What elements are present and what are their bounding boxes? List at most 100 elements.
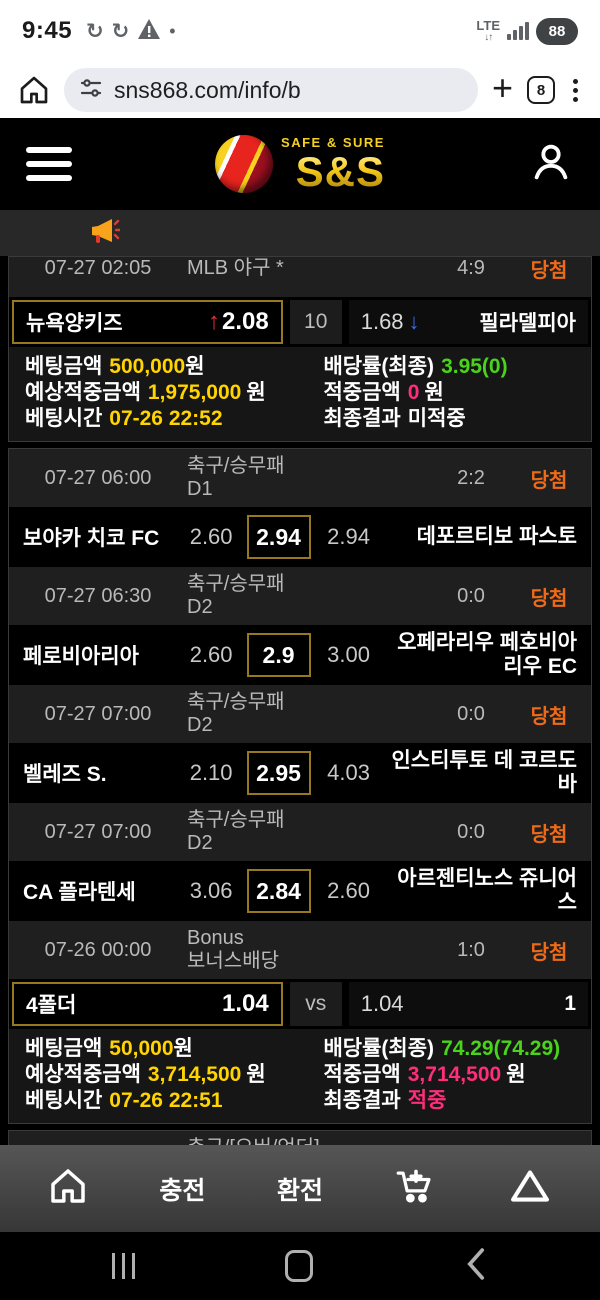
away-odds: 2.94 [327, 524, 370, 549]
match-row: 페로비아리아 2.60 2.9 3.00 오페라리우 페호비아리우 EC [9, 625, 591, 685]
game-schedule-row: 07-27 02:05 MLB 야구 * 4:9 당첨 [9, 257, 591, 297]
win-amount-value: 0 [407, 381, 420, 404]
bet-amount-value: 50,000 [109, 1037, 174, 1060]
bonus-schedule-row: 07-26 00:00 Bonus 보너스배당 1:0 당첨 [9, 921, 591, 979]
recent-apps-icon[interactable] [111, 1253, 135, 1279]
home-odds: 2.10 [189, 760, 233, 785]
draw-pick-button[interactable]: 2.84 [246, 869, 311, 913]
expected-win-label: 예상적중금액 [25, 1063, 141, 1086]
away-odds: 1.68 [360, 309, 404, 334]
sync-icon: ↻ [111, 19, 130, 43]
away-team-name: 데포르티보 파스토 [416, 525, 577, 549]
game-schedule-row: 07-27 06:30 축구/승무패 D2 0:0 당첨 [9, 567, 591, 625]
sync-icon: ↻ [86, 19, 104, 43]
home-team-name: 페로비아리아 [23, 645, 139, 668]
browser-menu-icon[interactable] [569, 77, 582, 104]
game-schedule-row: 07-27 03:00 축구/[오버/언더]D1 1:2 미당첨 [9, 1131, 591, 1145]
profile-icon[interactable] [528, 139, 574, 190]
logo-tagline: SAFE & SURE [281, 134, 385, 150]
logo-emblem-icon [215, 135, 274, 193]
url-text[interactable]: sns868.com/info/b [114, 76, 301, 103]
away-cell: 1.68 ↓ 필라델피아 [348, 300, 588, 344]
away-team-name: 아르젠티노스 쥬니어스 [397, 867, 577, 914]
home-odds: 2.60 [189, 642, 233, 667]
notification-dot-icon: • [169, 20, 176, 41]
game-schedule-row: 07-27 06:00 축구/승무패 D1 2:2 당첨 [9, 449, 591, 507]
lte-indicator: LTE ↓↑ [476, 18, 500, 43]
game-league: MLB 야구 * [187, 257, 284, 279]
home-nav-icon[interactable] [48, 1166, 88, 1211]
expected-win-label: 예상적중금액 [25, 381, 141, 404]
away-team-name: 필라델피아 [479, 312, 576, 335]
game-score: 4:9 [457, 257, 485, 279]
deposit-nav-button[interactable]: 충전 [159, 1176, 206, 1205]
odds-down-icon: ↓ [408, 309, 420, 334]
menu-icon[interactable] [26, 147, 72, 181]
folder-row: 4폴더 1.04 vs 1.04 1 [9, 979, 591, 1029]
folder-odds: 1.04 [222, 990, 269, 1017]
warning-icon [137, 18, 161, 45]
draw-pick-button[interactable]: 2.94 [246, 515, 311, 559]
final-odds-label: 배당률(최종) [323, 355, 435, 378]
final-result-value: 미적중 [407, 407, 466, 430]
odds-up-icon: ↑ [208, 308, 220, 335]
home-team-name: 벨레즈 S. [23, 763, 107, 786]
scroll-top-icon[interactable] [508, 1166, 552, 1211]
home-odds: 3.06 [189, 878, 233, 903]
draw-pick-button[interactable]: 2.95 [246, 751, 311, 795]
game-schedule-row: 07-27 07:00 축구/승무패 D2 0:0 당첨 [9, 803, 591, 861]
handicap-value: 10 [289, 300, 342, 344]
site-settings-icon[interactable] [79, 76, 103, 105]
android-nav-bar [0, 1232, 600, 1300]
signal-bars-icon [507, 22, 529, 40]
vs-label: vs [289, 982, 342, 1026]
home-team-name: 보야카 치코 FC [23, 527, 160, 550]
home-pick-button[interactable]: 뉴욕양키즈 ↑ 2.08 [12, 300, 283, 344]
final-odds-value: 74.29(74.29) [441, 1037, 561, 1060]
bet-time-value: 07-26 22:52 [109, 407, 223, 430]
site-header: SAFE & SURE S&S [0, 118, 600, 210]
browser-home-button[interactable] [18, 74, 50, 106]
final-odds-value: 3.95(0) [441, 355, 508, 378]
announcement-bar[interactable] [0, 210, 600, 256]
game-time: 07-27 02:05 [44, 257, 152, 279]
away-odds: 2.60 [327, 878, 370, 903]
expected-win-value: 3,714,500 [147, 1063, 242, 1086]
home-team-name: 뉴욕양키즈 [26, 312, 123, 335]
away-odds: 4.03 [327, 760, 370, 785]
bet-history-list: 07-27 02:05 MLB 야구 * 4:9 당첨 뉴욕양키즈 ↑ 2.08 … [0, 256, 600, 1145]
win-amount-label: 적중금액 [323, 381, 401, 404]
final-result-value: 적중 [407, 1089, 447, 1112]
withdraw-nav-button[interactable]: 환전 [277, 1176, 324, 1205]
back-icon[interactable] [463, 1247, 489, 1286]
away-odds: 3.00 [327, 642, 370, 667]
bet-amount-label: 베팅금액 [25, 1037, 103, 1060]
tab-switcher-button[interactable]: 8 [527, 76, 555, 104]
match-row: 보야카 치코 FC 2.60 2.94 2.94 데포르티보 파스토 [9, 507, 591, 567]
clock: 9:45 [22, 17, 73, 44]
bet-card-partial: 07-27 03:00 축구/[오버/언더]D1 1:2 미당첨 [8, 1130, 592, 1145]
game-result: 당첨 [530, 259, 568, 282]
draw-pick-button[interactable]: 2.9 [246, 633, 311, 677]
bet-summary: 베팅금액 500,000원 예상적중금액 1,975,000 원 베팅시간 07-26 … [9, 347, 591, 441]
site-bottom-nav: 충전 환전 [0, 1145, 600, 1232]
final-odds-label: 배당률(최종) [323, 1037, 435, 1060]
game-schedule-row: 07-27 07:00 축구/승무패 D2 0:0 당첨 [9, 685, 591, 743]
new-tab-button[interactable]: + [491, 67, 513, 108]
site-logo[interactable]: SAFE & SURE S&S [215, 135, 385, 193]
address-bar[interactable]: sns868.com/info/b [64, 68, 478, 112]
bet-time-label: 베팅시간 [25, 1089, 103, 1112]
final-result-label: 최종결과 [323, 407, 401, 430]
folder-away-odds: 1.04 [360, 991, 404, 1016]
win-amount-value: 3,714,500 [407, 1063, 502, 1086]
folder-away-value: 1 [564, 992, 576, 1015]
battery-indicator: 88 [536, 17, 578, 45]
away-team-name: 오페라리우 페호비아리우 EC [397, 631, 577, 678]
home-odds: 2.60 [189, 524, 233, 549]
win-amount-label: 적중금액 [323, 1063, 401, 1086]
folder-pick-button[interactable]: 4폴더 1.04 [12, 982, 283, 1026]
folder-name: 4폴더 [26, 994, 77, 1017]
bet-cart-icon[interactable] [395, 1166, 437, 1211]
android-home-icon[interactable] [284, 1250, 313, 1282]
